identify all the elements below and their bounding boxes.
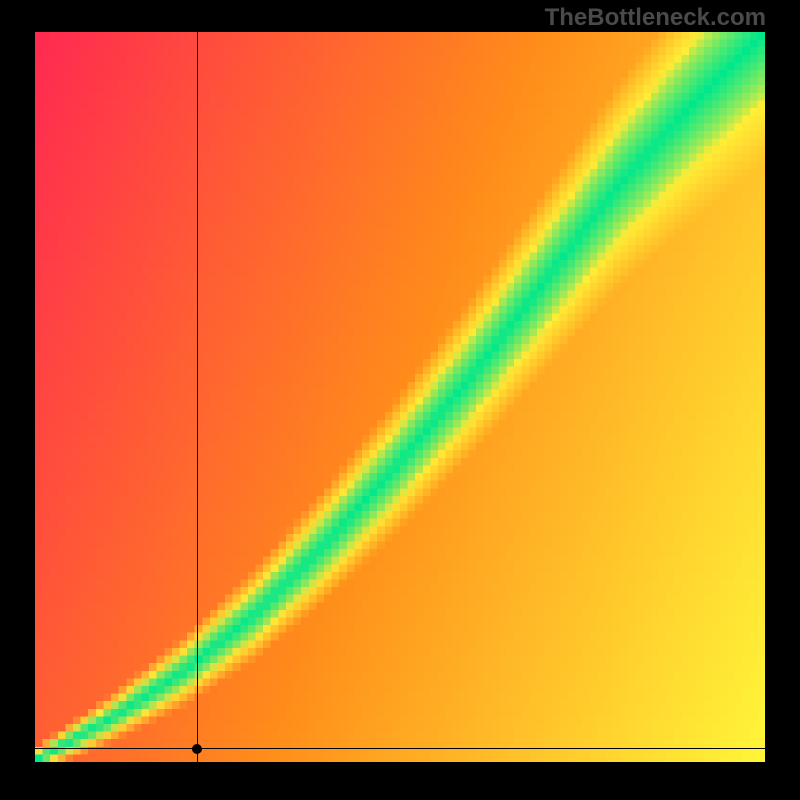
heatmap-plot: [35, 32, 765, 762]
watermark-text: TheBottleneck.com: [545, 4, 766, 32]
crosshair-marker: [192, 744, 202, 754]
crosshair-vertical: [197, 32, 198, 762]
crosshair-horizontal: [35, 748, 765, 749]
heatmap-canvas: [35, 32, 765, 762]
